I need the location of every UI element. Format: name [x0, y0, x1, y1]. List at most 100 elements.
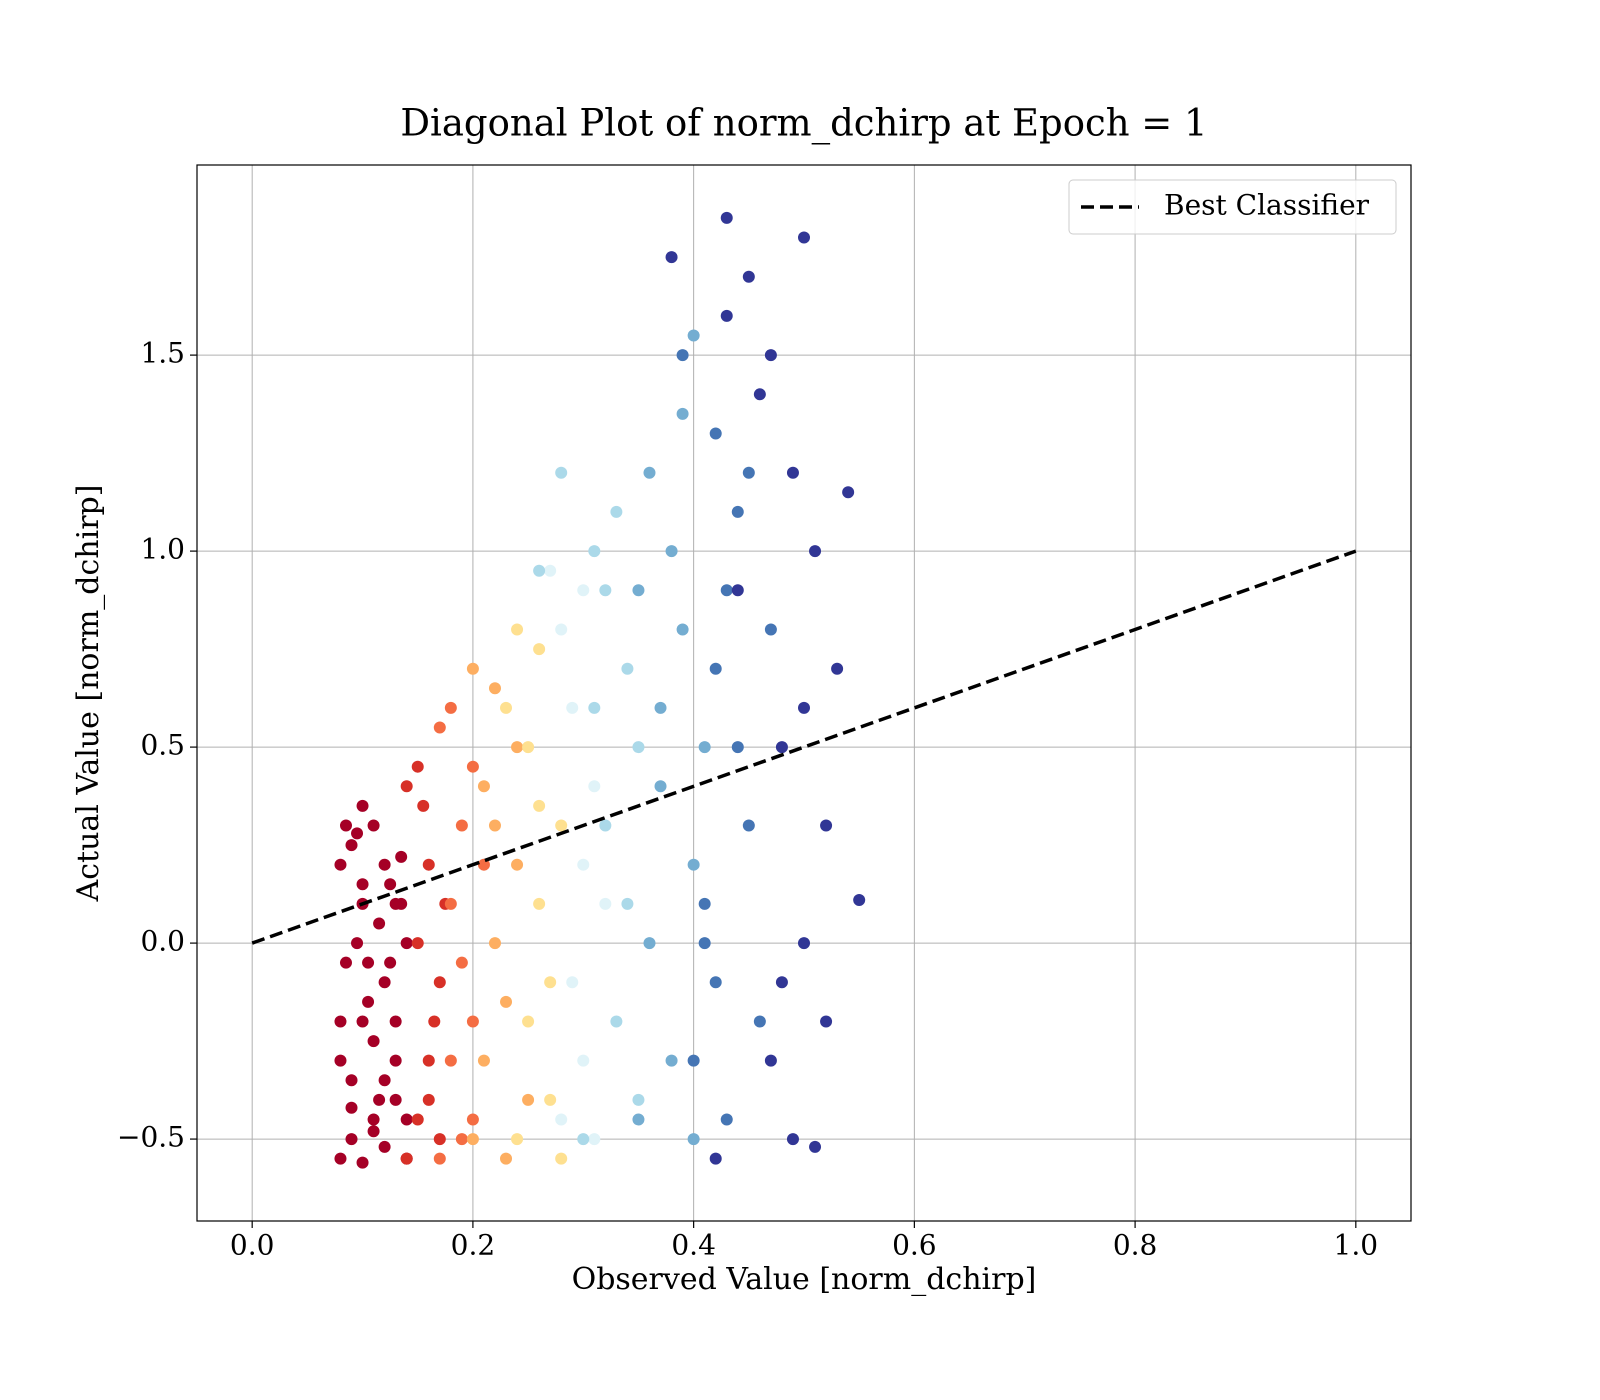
scatter-point — [533, 897, 546, 910]
scatter-point — [665, 545, 678, 558]
scatter-point — [411, 760, 424, 773]
scatter-point — [555, 819, 568, 832]
scatter-point — [720, 1113, 733, 1126]
legend-label: Best Classifier — [1164, 189, 1370, 222]
x-tick-label: 1.0 — [1334, 1229, 1379, 1262]
scatter-point — [422, 1093, 435, 1106]
scatter-point — [455, 819, 468, 832]
scatter-point — [422, 858, 435, 871]
scatter-point — [488, 937, 501, 950]
scatter-point — [798, 231, 810, 244]
scatter-point — [820, 1015, 833, 1028]
scatter-point — [588, 780, 601, 793]
scatter-point — [389, 1054, 402, 1067]
scatter-point — [356, 878, 369, 891]
scatter-point — [411, 937, 424, 950]
scatter-point — [753, 388, 766, 401]
scatter-point — [433, 1152, 446, 1165]
scatter-point — [356, 1015, 369, 1028]
scatter-point — [400, 1152, 413, 1165]
scatter-point — [720, 584, 733, 597]
scatter-point — [428, 1015, 441, 1028]
scatter-point — [400, 1113, 413, 1126]
scatter-point — [731, 741, 744, 754]
scatter-point — [356, 799, 369, 812]
scatter-point — [709, 662, 722, 675]
scatter-point — [555, 623, 568, 636]
scatter-point — [842, 486, 855, 499]
scatter-point — [466, 1015, 479, 1028]
scatter-point — [621, 897, 634, 910]
scatter-point — [351, 937, 364, 950]
scatter-point — [345, 1133, 358, 1146]
scatter-point — [632, 741, 645, 754]
scatter-point — [588, 545, 601, 558]
scatter-point — [764, 1054, 777, 1067]
legend-box — [1068, 179, 1397, 235]
y-tick-label: 1.0 — [140, 533, 185, 566]
scatter-point — [809, 545, 822, 558]
scatter-point — [720, 211, 733, 224]
scatter-point — [544, 976, 557, 989]
scatter-point — [477, 780, 490, 793]
scatter-point — [400, 937, 413, 950]
x-tick-label: 0.4 — [671, 1229, 716, 1262]
scatter-point — [676, 349, 689, 362]
scatter-point — [599, 819, 612, 832]
scatter-point — [687, 1133, 700, 1146]
scatter-point — [373, 1093, 386, 1106]
scatter-point — [488, 819, 501, 832]
scatter-point — [433, 976, 446, 989]
scatter-point — [676, 623, 689, 636]
scatter-point — [511, 623, 524, 636]
scatter-point — [389, 1093, 402, 1106]
scatter-point — [362, 995, 375, 1008]
scatter-point — [466, 1113, 479, 1126]
scatter-point — [444, 897, 457, 910]
scatter-point — [853, 893, 866, 906]
scatter-point — [384, 956, 397, 969]
scatter-point — [764, 623, 777, 636]
x-axis-label: Observed Value [norm_dchirp] — [572, 1262, 1037, 1297]
scatter-point — [555, 1113, 568, 1126]
scatter-point — [632, 1113, 645, 1126]
scatter-point — [477, 858, 490, 871]
scatter-point — [511, 858, 524, 871]
scatter-point — [775, 741, 788, 754]
scatter-point — [577, 1133, 590, 1146]
scatter-point — [577, 1054, 590, 1067]
scatter-point — [610, 505, 623, 518]
scatter-point — [511, 1133, 524, 1146]
scatter-point — [610, 1015, 623, 1028]
y-tick-label: 1.5 — [140, 337, 185, 370]
scatter-point — [720, 309, 733, 322]
scatter-point — [488, 682, 501, 695]
scatter-point — [522, 1015, 535, 1028]
line-series — [251, 549, 1357, 945]
scatter-point — [417, 799, 430, 812]
scatter-point — [809, 1140, 822, 1153]
scatter-point — [643, 937, 656, 950]
scatter-point — [599, 584, 612, 597]
scatter-point — [621, 662, 634, 675]
x-tick-label: 0.0 — [230, 1229, 275, 1262]
scatter-point — [764, 349, 777, 362]
scatter-point — [334, 1054, 347, 1067]
scatter-point — [384, 878, 397, 891]
scatter-point — [555, 466, 568, 479]
scatter-point — [820, 819, 833, 832]
scatter-point — [345, 1074, 358, 1087]
scatter-point — [373, 917, 386, 930]
scatter-point — [654, 780, 667, 793]
scatter-point — [339, 956, 352, 969]
scatter-point — [709, 427, 722, 440]
x-tick-label: 0.6 — [892, 1229, 937, 1262]
scatter-point — [389, 1015, 402, 1028]
scatter-point — [511, 741, 524, 754]
scatter-point — [687, 329, 700, 342]
scatter-point — [422, 1054, 435, 1067]
scatter-point — [588, 1133, 601, 1146]
scatter-point — [544, 564, 557, 577]
scatter-point — [444, 701, 457, 714]
scatter-point — [339, 819, 352, 832]
